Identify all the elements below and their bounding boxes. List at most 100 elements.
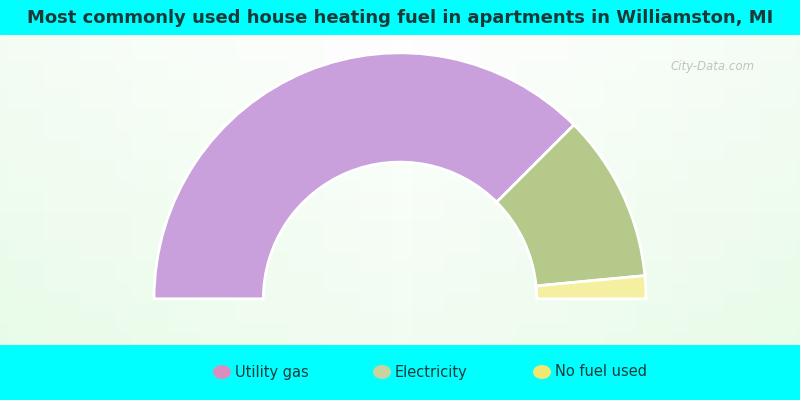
- Bar: [0, 320, 800, 323]
- Bar: [332, 35, 336, 345]
- Bar: [84, 35, 88, 345]
- Bar: [0, 35, 4, 345]
- Bar: [172, 35, 176, 345]
- Ellipse shape: [213, 365, 231, 379]
- Bar: [160, 35, 164, 345]
- Bar: [0, 187, 800, 190]
- Bar: [140, 35, 144, 345]
- Bar: [412, 35, 416, 345]
- Bar: [0, 144, 800, 146]
- Bar: [572, 35, 576, 345]
- Bar: [416, 35, 420, 345]
- Bar: [44, 35, 48, 345]
- Bar: [0, 72, 800, 75]
- Bar: [548, 35, 552, 345]
- Bar: [0, 286, 800, 289]
- Bar: [688, 35, 692, 345]
- Bar: [0, 75, 800, 78]
- Bar: [0, 116, 800, 119]
- Bar: [40, 35, 44, 345]
- Bar: [488, 35, 492, 345]
- Bar: [0, 202, 800, 206]
- Bar: [52, 35, 56, 345]
- Bar: [316, 35, 320, 345]
- Bar: [0, 60, 800, 63]
- Bar: [0, 44, 800, 47]
- Bar: [0, 162, 800, 165]
- Bar: [680, 35, 684, 345]
- Bar: [0, 227, 800, 230]
- Bar: [716, 35, 720, 345]
- Bar: [0, 168, 800, 171]
- Bar: [620, 35, 624, 345]
- Bar: [792, 35, 796, 345]
- Bar: [508, 35, 512, 345]
- Bar: [0, 125, 800, 128]
- Bar: [472, 35, 476, 345]
- Bar: [0, 35, 800, 345]
- Bar: [532, 35, 536, 345]
- Bar: [60, 35, 64, 345]
- Bar: [724, 35, 728, 345]
- Bar: [72, 35, 76, 345]
- Bar: [0, 41, 800, 44]
- Bar: [0, 255, 800, 258]
- Bar: [16, 35, 20, 345]
- Bar: [232, 35, 236, 345]
- Bar: [68, 35, 72, 345]
- Text: Most commonly used house heating fuel in apartments in Williamston, MI: Most commonly used house heating fuel in…: [27, 9, 773, 27]
- Bar: [380, 35, 384, 345]
- Bar: [652, 35, 656, 345]
- Bar: [116, 35, 120, 345]
- Bar: [0, 209, 800, 212]
- Bar: [368, 35, 372, 345]
- Bar: [392, 35, 396, 345]
- Ellipse shape: [373, 365, 391, 379]
- Bar: [268, 35, 272, 345]
- Bar: [372, 35, 376, 345]
- Bar: [0, 345, 800, 400]
- Bar: [196, 35, 200, 345]
- Bar: [556, 35, 560, 345]
- Bar: [0, 292, 800, 295]
- Bar: [0, 103, 800, 106]
- Bar: [460, 35, 464, 345]
- Bar: [308, 35, 312, 345]
- Bar: [444, 35, 448, 345]
- Bar: [276, 35, 280, 345]
- Bar: [628, 35, 632, 345]
- Bar: [0, 243, 800, 246]
- Bar: [0, 84, 800, 88]
- Text: Electricity: Electricity: [395, 364, 468, 380]
- Bar: [0, 50, 800, 54]
- Bar: [0, 156, 800, 159]
- Bar: [360, 35, 364, 345]
- Bar: [0, 140, 800, 144]
- Bar: [0, 311, 800, 314]
- Bar: [216, 35, 220, 345]
- Bar: [632, 35, 636, 345]
- Bar: [600, 35, 604, 345]
- Bar: [408, 35, 412, 345]
- Bar: [260, 35, 264, 345]
- Bar: [404, 35, 408, 345]
- Bar: [760, 35, 764, 345]
- Bar: [328, 35, 332, 345]
- Bar: [500, 35, 504, 345]
- Bar: [224, 35, 228, 345]
- Bar: [0, 181, 800, 184]
- Bar: [700, 35, 704, 345]
- Bar: [20, 35, 24, 345]
- Bar: [0, 206, 800, 209]
- Bar: [536, 35, 540, 345]
- Bar: [504, 35, 508, 345]
- Bar: [0, 218, 800, 221]
- Bar: [0, 283, 800, 286]
- Bar: [0, 339, 800, 342]
- Bar: [12, 35, 16, 345]
- Bar: [776, 35, 780, 345]
- Bar: [512, 35, 516, 345]
- Wedge shape: [154, 53, 574, 299]
- Bar: [0, 159, 800, 162]
- Bar: [400, 35, 404, 345]
